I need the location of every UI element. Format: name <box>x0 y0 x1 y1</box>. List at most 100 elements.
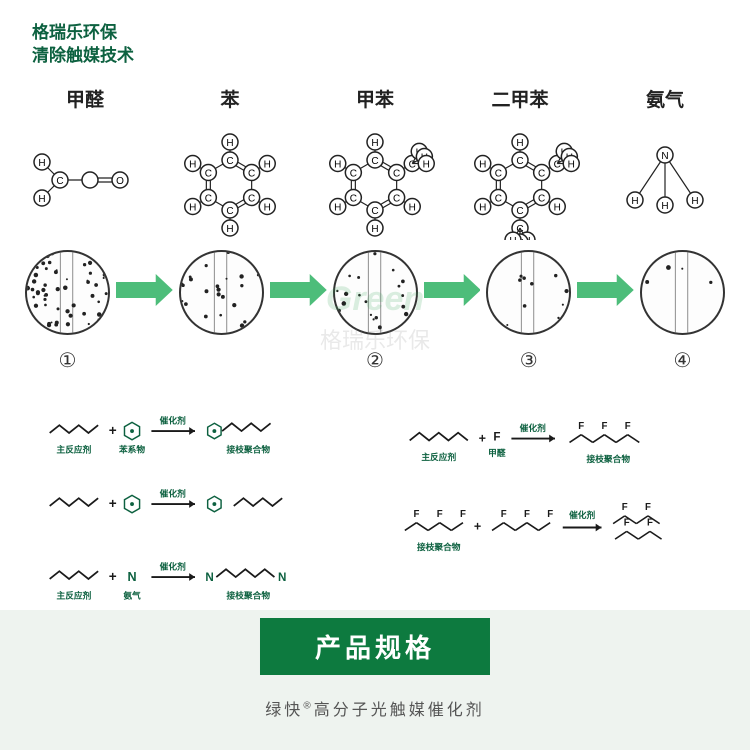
svg-text:F: F <box>437 509 443 520</box>
watermark: Green 格瑞乐环保 <box>320 280 430 355</box>
svg-text:H: H <box>691 196 698 207</box>
svg-text:C: C <box>554 160 561 171</box>
header-line2: 清除触媒技术 <box>32 45 134 68</box>
svg-text:H: H <box>479 203 486 214</box>
svg-text:+: + <box>109 423 117 438</box>
svg-text:主反应剂: 主反应剂 <box>56 443 91 454</box>
svg-text:+: + <box>109 569 117 584</box>
svg-text:H: H <box>516 138 523 149</box>
svg-text:N: N <box>205 571 213 584</box>
svg-text:H: H <box>554 203 561 214</box>
step-label-0: ① <box>25 348 110 373</box>
molecule-benzene: 苯HHHHHHCCCCCC <box>165 85 295 240</box>
svg-text:C: C <box>371 206 378 217</box>
svg-text:C: C <box>495 169 502 180</box>
svg-text:H: H <box>631 196 638 207</box>
svg-text:催化剂: 催化剂 <box>160 487 186 498</box>
svg-text:苯系物: 苯系物 <box>118 443 145 454</box>
svg-text:催化剂: 催化剂 <box>569 509 595 520</box>
molecule-title: 二甲苯 <box>491 85 548 112</box>
molecule-toluene: 甲苯HCHHHHHHHCCCCCC <box>310 85 440 240</box>
molecule-title: 氨气 <box>646 85 684 112</box>
sample-circle-1 <box>179 250 264 335</box>
reaction-right-1: FFF 接枝聚合物 + FFF 催化剂 FFFF <box>400 493 710 563</box>
molecule-formaldehyde: 甲醛 C O H H <box>20 85 150 240</box>
step-label-3: ③ <box>486 348 571 373</box>
header-text: 格瑞乐环保 清除触媒技术 <box>32 22 134 68</box>
svg-text:F: F <box>460 509 466 520</box>
svg-text:H: H <box>264 160 271 171</box>
reaction-left-0: 主反应剂 + 苯系物 催化剂 接枝聚合物 <box>40 405 350 460</box>
svg-text:主反应剂: 主反应剂 <box>56 589 91 600</box>
svg-text:接枝聚合物: 接枝聚合物 <box>227 443 271 454</box>
svg-text:C: C <box>538 194 545 205</box>
reaction-left-2: 主反应剂 + N氨气 催化剂 NN 接枝聚合物 <box>40 551 350 606</box>
svg-text:N: N <box>661 151 668 162</box>
svg-text:H: H <box>226 138 233 149</box>
process-arrow <box>116 270 173 315</box>
reactions-right: 主反应剂 +F甲醛 催化剂 FFF 接枝聚合物 FFF 接枝聚合物 + FFF … <box>400 405 710 606</box>
svg-text:F: F <box>625 421 631 432</box>
step-label-4: ④ <box>640 348 725 373</box>
watermark-cn: 格瑞乐环保 <box>320 323 430 355</box>
svg-text:N: N <box>278 571 286 584</box>
svg-text:C: C <box>350 194 357 205</box>
footer-badge: 产品规格 <box>260 618 490 675</box>
process-arrow <box>270 270 327 315</box>
svg-text:N: N <box>127 570 136 584</box>
svg-text:C: C <box>393 169 400 180</box>
reaction-right-0: 主反应剂 +F甲醛 催化剂 FFF 接枝聚合物 <box>400 405 710 475</box>
svg-text:H: H <box>226 224 233 235</box>
svg-text:C: C <box>248 169 255 180</box>
molecule-title: 甲醛 <box>66 85 104 112</box>
svg-text:O: O <box>116 176 124 187</box>
step-label-1 <box>179 348 264 373</box>
svg-text:F: F <box>493 430 500 443</box>
svg-text:F: F <box>647 518 653 529</box>
svg-text:接枝聚合物: 接枝聚合物 <box>417 541 461 552</box>
svg-text:H: H <box>509 236 516 240</box>
svg-text:主反应剂: 主反应剂 <box>421 451 456 462</box>
svg-text:F: F <box>622 502 628 513</box>
svg-text:H: H <box>371 224 378 235</box>
svg-text:H: H <box>38 194 45 205</box>
svg-text:F: F <box>578 421 584 432</box>
svg-text:H: H <box>264 203 271 214</box>
svg-text:+: + <box>479 431 486 445</box>
svg-text:F: F <box>524 509 530 520</box>
svg-text:H: H <box>189 203 196 214</box>
process-arrow <box>577 270 634 315</box>
svg-text:C: C <box>538 169 545 180</box>
sample-circle-0 <box>25 250 110 335</box>
svg-text:C: C <box>226 156 233 167</box>
svg-text:H: H <box>38 158 45 169</box>
svg-text:催化剂: 催化剂 <box>520 422 546 433</box>
header-line1: 格瑞乐环保 <box>32 22 134 45</box>
svg-text:C: C <box>516 206 523 217</box>
reactions: 主反应剂 + 苯系物 催化剂 接枝聚合物 + 催化剂 主反应剂 + N 氨气 催化… <box>40 405 710 606</box>
svg-text:F: F <box>547 509 553 520</box>
svg-text:C: C <box>393 194 400 205</box>
process-arrow <box>424 270 481 315</box>
svg-text:H: H <box>423 160 430 171</box>
sample-circle-4 <box>640 250 725 335</box>
svg-text:H: H <box>334 203 341 214</box>
svg-text:氨气: 氨气 <box>122 589 141 600</box>
footer-subtitle: 绿快®高分子光触媒催化剂 <box>0 696 750 720</box>
svg-text:C: C <box>350 169 357 180</box>
sample-circle-3 <box>486 250 571 335</box>
svg-text:甲醛: 甲醛 <box>488 447 506 458</box>
svg-text:H: H <box>189 160 196 171</box>
svg-text:C: C <box>205 169 212 180</box>
svg-text:+: + <box>109 496 117 511</box>
svg-text:+: + <box>474 519 481 533</box>
reactions-left: 主反应剂 + 苯系物 催化剂 接枝聚合物 + 催化剂 主反应剂 + N 氨气 催化… <box>40 405 350 606</box>
svg-text:C: C <box>56 176 63 187</box>
watermark-en: Green <box>320 280 430 319</box>
svg-text:H: H <box>568 160 575 171</box>
molecule-ammonia: 氨气 N H H H <box>600 85 730 240</box>
svg-text:C: C <box>409 160 416 171</box>
svg-text:F: F <box>414 509 420 520</box>
svg-text:H: H <box>661 201 668 212</box>
reaction-left-1: + 催化剂 <box>40 478 350 533</box>
